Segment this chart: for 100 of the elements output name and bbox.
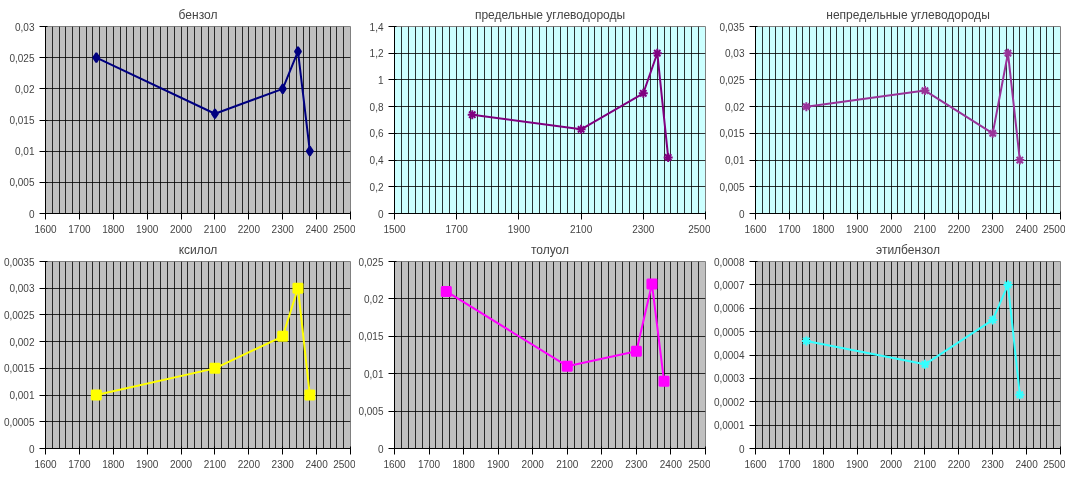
x-tick-label: 2000 <box>879 458 903 470</box>
y-tick-label: 0,015 <box>719 128 745 140</box>
chart-title: непредельные углеводороды <box>826 7 990 22</box>
x-tick-label: 2300 <box>271 458 295 470</box>
x-tick-label: 1900 <box>507 223 531 235</box>
y-tick-label: 0,0008 <box>713 256 745 268</box>
x-tick-label: 2200 <box>237 223 261 235</box>
x-tick-label: 2500 <box>688 458 711 470</box>
y-tick-label: 0,0007 <box>713 279 745 291</box>
y-tick-label: 1,4 <box>369 21 384 33</box>
x-tick-label: 1900 <box>487 458 510 470</box>
x-tick-label: 2500 <box>333 223 356 235</box>
chart-title: предельные углеводороды <box>474 7 626 22</box>
x-tick-label: 2200 <box>590 458 614 470</box>
x-tick-label: 2300 <box>981 458 1005 470</box>
y-tick-label: 0,015 <box>9 115 35 126</box>
y-tick-label: 0,01 <box>15 146 35 158</box>
y-tick-label: 0 <box>377 443 384 455</box>
x-tick-label: 1900 <box>136 458 159 470</box>
y-tick-label: 0,005 <box>358 406 384 418</box>
x-tick-label: 2100 <box>203 458 227 470</box>
y-tick-label: 0,03 <box>725 48 745 60</box>
x-tick-label: 2100 <box>203 223 227 235</box>
x-tick-label: 1700 <box>68 458 91 470</box>
y-tick-label: 0,035 <box>719 21 745 33</box>
y-tick-label: 0,0001 <box>713 420 745 432</box>
x-tick-label: 2100 <box>569 223 593 235</box>
y-tick-label: 0,025 <box>358 256 384 268</box>
y-tick-label: 0,025 <box>9 52 35 64</box>
x-tick-label: 1800 <box>452 458 476 470</box>
x-tick-label: 2100 <box>556 458 579 470</box>
y-tick-label: 0 <box>377 208 384 220</box>
chart-title: бензол <box>178 7 218 22</box>
x-tick-label: 2500 <box>1043 458 1066 470</box>
y-tick-label: 1,2 <box>369 48 384 60</box>
x-tick-label: 2100 <box>913 223 937 235</box>
x-tick-label: 2300 <box>632 223 655 235</box>
x-tick-label: 2000 <box>521 458 545 470</box>
y-tick-label: 0,0002 <box>713 396 745 408</box>
y-tick-label: 0,0004 <box>713 350 745 361</box>
y-tick-label: 0,01 <box>364 368 384 380</box>
x-tick-label: 1600 <box>744 458 768 470</box>
x-tick-label: 1900 <box>136 223 159 235</box>
y-tick-label: 0,0015 <box>3 363 35 375</box>
y-tick-label: 0 <box>28 443 35 455</box>
y-tick-label: 0,0005 <box>713 326 745 338</box>
x-tick-label: 2100 <box>913 458 937 470</box>
x-tick-label: 2300 <box>981 223 1005 235</box>
x-tick-label: 2400 <box>1015 223 1039 235</box>
x-tick-label: 2000 <box>169 223 193 235</box>
chart-title: ксилол <box>178 242 218 257</box>
y-tick-label: 0 <box>738 208 745 220</box>
x-tick-label: 1700 <box>445 223 469 235</box>
chart-title: этилбензол <box>876 242 940 257</box>
y-tick-label: 0,001 <box>9 390 35 402</box>
x-tick-label: 2000 <box>169 458 193 470</box>
x-tick-label: 1900 <box>846 223 869 235</box>
x-tick-label: 1800 <box>812 458 835 470</box>
x-tick-label: 1700 <box>778 458 801 470</box>
y-tick-label: 0,0035 <box>3 256 35 268</box>
y-tick-label: 0,8 <box>369 101 384 113</box>
y-tick-label: 0 <box>28 208 35 220</box>
x-tick-label: 1600 <box>34 223 58 235</box>
x-tick-label: 1800 <box>102 223 125 235</box>
x-tick-label: 2400 <box>659 458 683 470</box>
x-tick-label: 1600 <box>34 458 58 470</box>
x-tick-label: 1900 <box>846 458 869 470</box>
y-tick-label: 0,005 <box>719 181 745 193</box>
y-tick-label: 0,6 <box>369 128 384 140</box>
y-tick-label: 1 <box>377 74 384 86</box>
y-tick-label: 0,003 <box>9 283 35 295</box>
x-tick-label: 2500 <box>1043 223 1066 235</box>
x-tick-label: 2000 <box>879 223 903 235</box>
y-tick-label: 0,025 <box>719 74 745 86</box>
x-tick-label: 2300 <box>625 458 648 470</box>
x-tick-label: 2200 <box>947 223 971 235</box>
y-tick-label: 0,01 <box>725 155 745 167</box>
y-tick-label: 0,02 <box>364 293 384 305</box>
y-tick-label: 0,015 <box>358 331 384 343</box>
x-tick-label: 2500 <box>688 223 711 235</box>
y-tick-label: 0,02 <box>725 101 745 113</box>
y-tick-label: 0,4 <box>369 155 384 167</box>
y-tick-label: 0,03 <box>15 21 35 33</box>
x-tick-label: 1800 <box>812 223 835 235</box>
chart-title: толуол <box>530 242 570 257</box>
x-tick-label: 1700 <box>417 458 441 470</box>
y-tick-label: 0,2 <box>369 181 384 193</box>
x-tick-label: 1600 <box>383 458 407 470</box>
y-tick-label: 0,0025 <box>3 309 35 321</box>
x-tick-label: 2400 <box>305 223 329 235</box>
x-tick-label: 1600 <box>744 223 768 235</box>
y-tick-label: 0,0005 <box>3 416 35 428</box>
y-tick-label: 0,0003 <box>713 373 745 385</box>
y-tick-label: 0 <box>738 443 745 455</box>
y-tick-label: 0,005 <box>9 177 35 189</box>
x-tick-label: 1700 <box>778 223 801 235</box>
x-tick-label: 2200 <box>237 458 261 470</box>
x-tick-label: 1800 <box>102 458 125 470</box>
y-tick-label: 0,0006 <box>713 303 745 315</box>
x-tick-label: 2500 <box>333 458 356 470</box>
